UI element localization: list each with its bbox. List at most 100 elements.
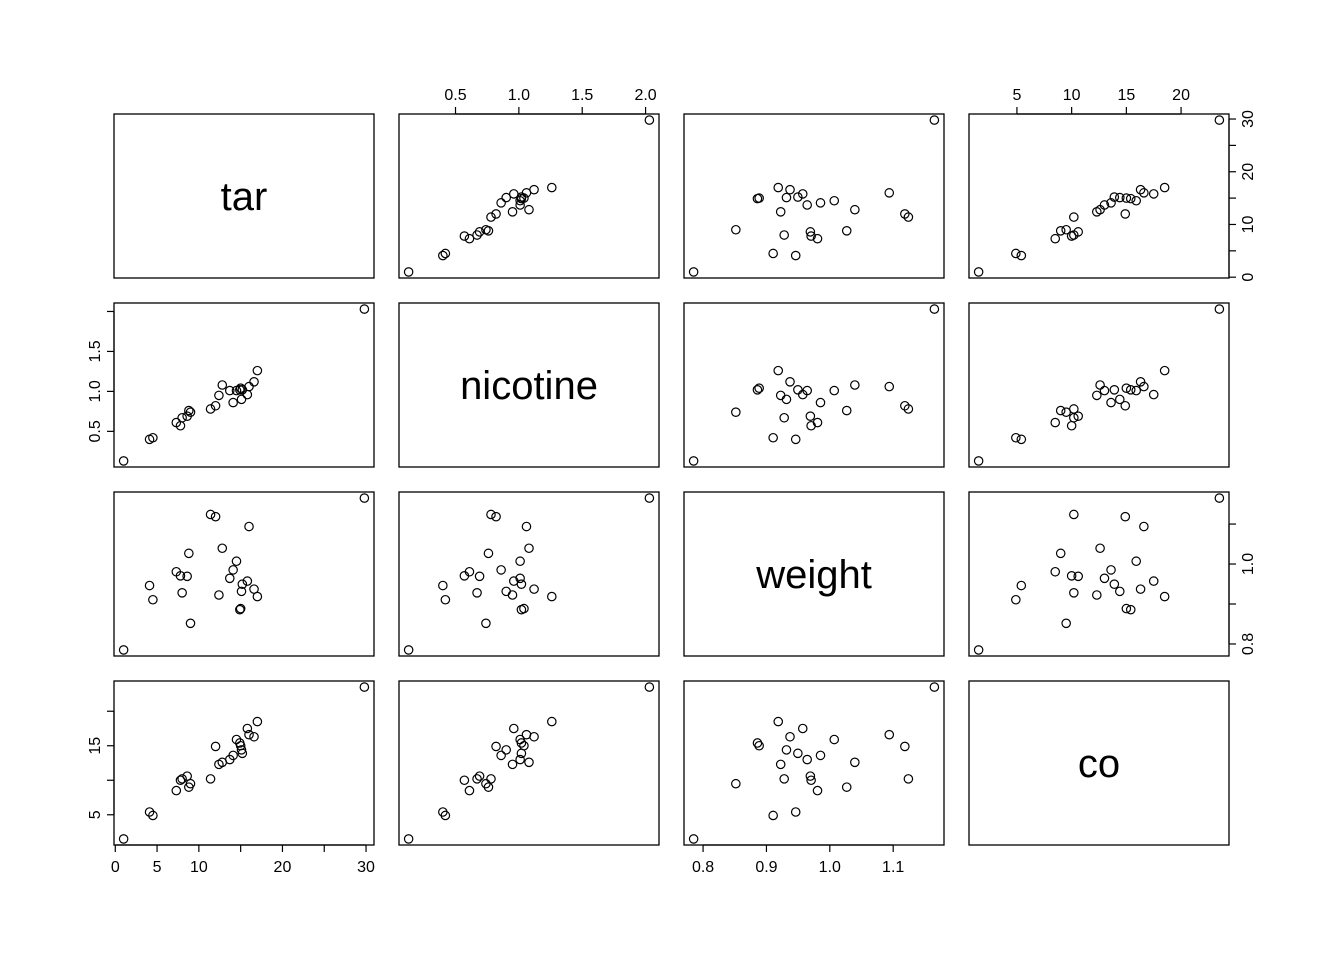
x-tick-label: 5 [153, 859, 162, 876]
y-tick-label: 1.5 [87, 340, 104, 362]
data-point [1109, 579, 1120, 589]
x-axis-tar: 0 5 10 20 30 [111, 844, 375, 876]
data-point [359, 304, 370, 314]
data-point [440, 810, 451, 821]
data-point [1114, 394, 1125, 405]
panel-nicotine-vs-tar [113, 302, 375, 468]
data-point [1125, 193, 1136, 204]
data-point [483, 548, 494, 559]
data-point [1159, 591, 1170, 602]
data-point [524, 204, 534, 215]
data-point [242, 576, 253, 586]
data-point [515, 754, 525, 765]
data-point [464, 785, 475, 796]
panel-nicotine-vs-nicotine: nicotine [398, 302, 660, 468]
data-point [1125, 384, 1136, 395]
x-tick-label: 0.9 [755, 859, 777, 876]
data-point [1016, 580, 1027, 591]
data-point [501, 192, 511, 203]
x-tick-label: 1.5 [571, 87, 593, 104]
data-point [1135, 377, 1146, 387]
data-point [773, 365, 784, 376]
data-point [440, 594, 451, 605]
data-point [805, 227, 816, 237]
data-point [779, 774, 789, 784]
data-point [171, 566, 182, 577]
data-point [1159, 365, 1170, 376]
data-point [779, 412, 789, 423]
panel-tar-vs-tar: tar [113, 113, 375, 279]
x-tick-label: 5 [1012, 87, 1021, 104]
x-tick-label: 0.8 [692, 859, 714, 876]
data-point [752, 193, 763, 204]
data-point [1073, 227, 1084, 237]
data-point [1139, 381, 1149, 392]
panel-frame [683, 680, 945, 846]
data-point [1159, 182, 1170, 193]
data-point [773, 182, 784, 193]
data-point [491, 209, 501, 219]
variable-label-nicotine: nicotine [460, 364, 598, 408]
data-point [1120, 209, 1131, 219]
y-tick-label: 15 [87, 737, 104, 755]
data-point [474, 771, 485, 781]
data-point [235, 738, 245, 748]
data-point [1073, 571, 1084, 582]
data-point [472, 588, 482, 598]
data-point [805, 771, 816, 781]
panel-tar-vs-nicotine [398, 113, 660, 279]
x-tick-label: 1.0 [508, 87, 530, 104]
data-point [515, 734, 525, 745]
data-point [1099, 573, 1110, 584]
panel-co-vs-weight [683, 680, 945, 846]
x-tick-label: 30 [357, 859, 375, 876]
data-point [900, 741, 910, 752]
data-point [481, 618, 491, 629]
data-point [688, 267, 699, 277]
data-point [486, 509, 496, 520]
data-point [812, 233, 823, 244]
data-point [516, 748, 527, 759]
panel-frame [113, 680, 375, 846]
data-point [507, 207, 518, 217]
data-point [205, 404, 216, 414]
data-point [217, 380, 228, 390]
data-point [237, 748, 248, 759]
variable-label-tar: tar [221, 175, 268, 219]
data-point [884, 381, 895, 392]
data-point [1050, 417, 1061, 428]
data-point [231, 556, 242, 567]
data-point [644, 682, 655, 692]
data-point [359, 682, 370, 692]
panel-frame [683, 113, 945, 279]
data-point [900, 400, 910, 411]
panel-frame [968, 113, 1230, 279]
x-tick-label: 2.0 [634, 87, 656, 104]
data-point [781, 192, 792, 203]
y-tick-label: 0.5 [87, 420, 104, 442]
data-point [731, 778, 741, 789]
data-point [182, 411, 192, 421]
data-point [529, 584, 539, 594]
data-point [1121, 383, 1132, 393]
data-point [507, 590, 518, 600]
data-point [779, 230, 789, 240]
data-point [486, 212, 496, 222]
panel-frame [113, 491, 375, 657]
x-tick-label: 0.5 [444, 87, 466, 104]
panel-co-vs-tar [113, 680, 375, 846]
data-point [815, 397, 826, 408]
data-point [472, 774, 482, 784]
data-point [438, 580, 448, 591]
data-point [205, 774, 216, 784]
data-point [806, 775, 816, 786]
data-point [231, 385, 242, 396]
data-point [214, 590, 224, 600]
panel-co-vs-nicotine [398, 680, 660, 846]
data-point [148, 810, 158, 821]
x-axis-nicotine: 0.5 1.0 1.5 2.0 [444, 87, 657, 115]
data-point [775, 207, 786, 217]
data-point [148, 432, 158, 443]
data-point [516, 604, 527, 615]
y-tick-label: 1.0 [87, 380, 104, 402]
